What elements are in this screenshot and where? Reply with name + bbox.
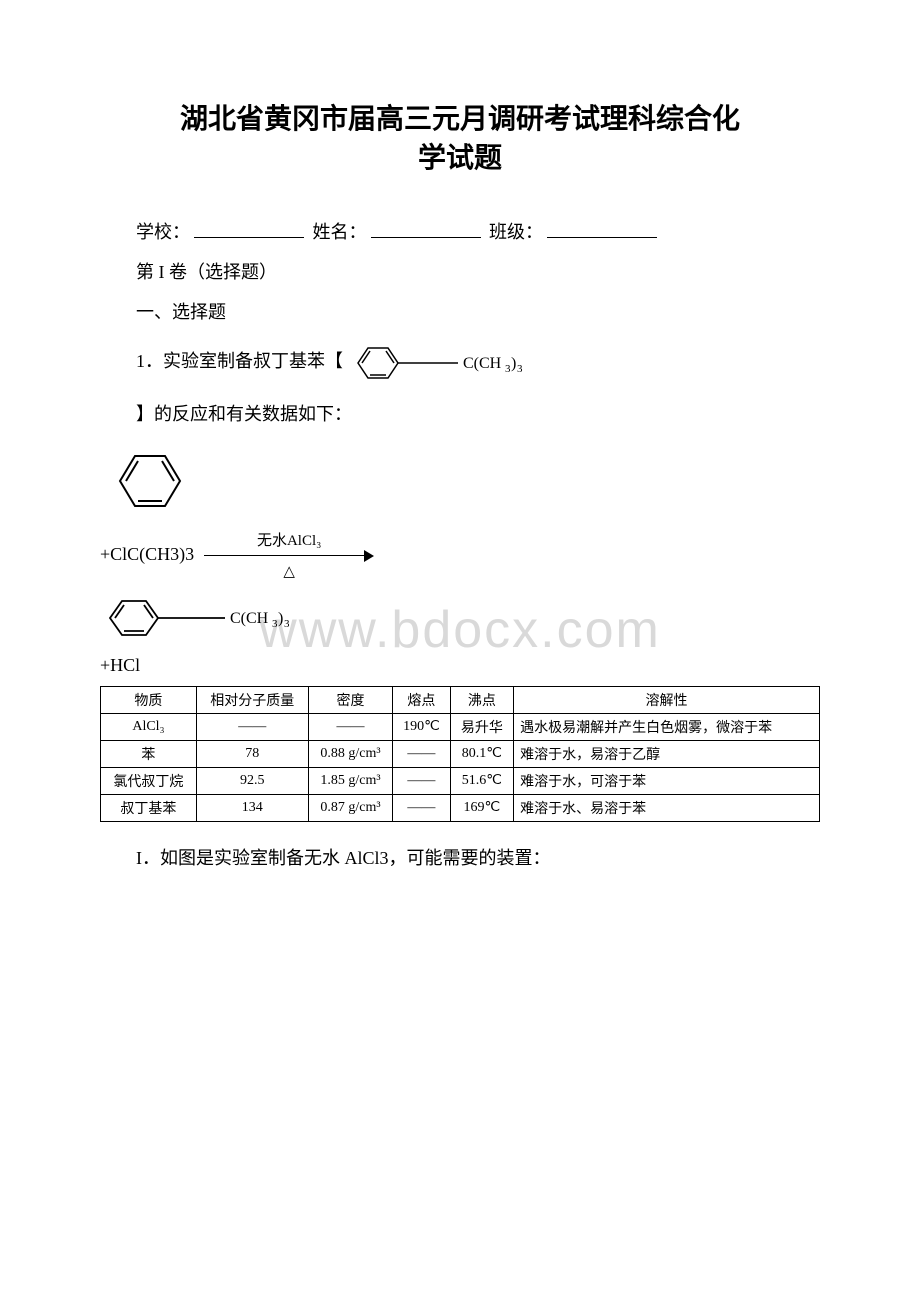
th-density: 密度 xyxy=(308,686,392,713)
cell: 易升华 xyxy=(450,713,513,740)
th-solubility: 溶解性 xyxy=(514,686,820,713)
svg-text:3: 3 xyxy=(284,618,290,630)
arrow-condition-bot: △ xyxy=(283,562,295,581)
cell: 1.85 g/cm³ xyxy=(308,767,392,794)
product-structure-icon: C(CH 3 ) 3 xyxy=(100,589,320,647)
class-label: 班级： xyxy=(489,222,543,242)
hcl-row: +HCl xyxy=(100,655,820,676)
cell: 苯 xyxy=(101,740,197,767)
cell: —— xyxy=(393,767,450,794)
cell: 氯代叔丁烷 xyxy=(101,767,197,794)
title-line-2: 学试题 xyxy=(100,139,820,178)
reagent-arrow-row: +ClC(CH3)3 无水AlCl₃ △ xyxy=(100,529,820,581)
page-content: 湖北省黄冈市届高三元月调研考试理科综合化 学试题 学校： 姓名： 班级： 第 I… xyxy=(100,100,820,874)
q1-text-a: 1．实验室制备叔丁基苯【 xyxy=(136,352,343,372)
table-row: AlCl₃ —— —— 190℃ 易升华 遇水极易潮解并产生白色烟雾，微溶于苯 xyxy=(101,713,820,740)
cell: 难溶于水，易溶于乙醇 xyxy=(514,740,820,767)
th-molweight: 相对分子质量 xyxy=(196,686,308,713)
cell: —— xyxy=(308,713,392,740)
svg-text:): ) xyxy=(278,610,283,627)
reaction-scheme: +ClC(CH3)3 无水AlCl₃ △ C(CH 3 ) 3 +HCl xyxy=(100,441,820,676)
cell: 80.1℃ xyxy=(450,740,513,767)
cell: 叔丁基苯 xyxy=(101,794,197,821)
th-substance: 物质 xyxy=(101,686,197,713)
cell: 难溶于水，可溶于苯 xyxy=(514,767,820,794)
section-label: 一、选择题 xyxy=(100,298,820,324)
arrow-line-icon xyxy=(204,550,374,564)
properties-table: 物质 相对分子质量 密度 熔点 沸点 溶解性 AlCl₃ —— —— 190℃ … xyxy=(100,686,820,822)
reagent-text: +ClC(CH3)3 xyxy=(100,544,194,565)
cell: 遇水极易潮解并产生白色烟雾，微溶于苯 xyxy=(514,713,820,740)
th-mp: 熔点 xyxy=(393,686,450,713)
school-label: 学校： xyxy=(136,222,190,242)
table-header-row: 物质 相对分子质量 密度 熔点 沸点 溶解性 xyxy=(101,686,820,713)
cell: 0.88 g/cm³ xyxy=(308,740,392,767)
name-blank xyxy=(371,220,481,238)
svg-text:C(CH: C(CH xyxy=(230,610,269,627)
cell: 92.5 xyxy=(196,767,308,794)
name-label: 姓名： xyxy=(313,222,367,242)
class-blank xyxy=(547,220,657,238)
table-row: 叔丁基苯 134 0.87 g/cm³ —— 169℃ 难溶于水、易溶于苯 xyxy=(101,794,820,821)
tert-butylbenzene-structure-icon: C(CH 3 ) 3 xyxy=(348,338,548,388)
cell: —— xyxy=(393,794,450,821)
benzene-row xyxy=(100,441,820,521)
table-row: 苯 78 0.88 g/cm³ —— 80.1℃ 难溶于水，易溶于乙醇 xyxy=(101,740,820,767)
part-label: 第 I 卷（选择题） xyxy=(100,258,820,284)
cell: AlCl₃ xyxy=(101,713,197,740)
hcl-text: +HCl xyxy=(100,655,140,676)
cell: —— xyxy=(393,740,450,767)
cell: 51.6℃ xyxy=(450,767,513,794)
reaction-arrow: 无水AlCl₃ △ xyxy=(204,529,374,581)
svg-text:): ) xyxy=(511,355,516,372)
cell: 78 xyxy=(196,740,308,767)
svg-text:3: 3 xyxy=(517,363,523,375)
question-1-line2: 】的反应和有关数据如下： xyxy=(100,398,820,430)
cell: 难溶于水、易溶于苯 xyxy=(514,794,820,821)
cell: 169℃ xyxy=(450,794,513,821)
cell: —— xyxy=(196,713,308,740)
benzene-icon xyxy=(100,441,190,521)
th-bp: 沸点 xyxy=(450,686,513,713)
product-row: C(CH 3 ) 3 xyxy=(100,589,820,647)
question-1-line1: 1．实验室制备叔丁基苯【 C(CH 3 ) 3 xyxy=(100,338,820,388)
form-fields: 学校： 姓名： 班级： xyxy=(100,218,820,244)
arrow-condition-top: 无水AlCl₃ xyxy=(257,529,321,550)
doc-title: 湖北省黄冈市届高三元月调研考试理科综合化 学试题 xyxy=(100,100,820,178)
cell: 190℃ xyxy=(393,713,450,740)
cell: 0.87 g/cm³ xyxy=(308,794,392,821)
title-line-1: 湖北省黄冈市届高三元月调研考试理科综合化 xyxy=(100,100,820,139)
cell: 134 xyxy=(196,794,308,821)
school-blank xyxy=(194,220,304,238)
question-I: I．如图是实验室制备无水 AlCl3，可能需要的装置： xyxy=(100,842,820,874)
table-row: 氯代叔丁烷 92.5 1.85 g/cm³ —— 51.6℃ 难溶于水，可溶于苯 xyxy=(101,767,820,794)
tert-butyl-label: C(CH xyxy=(463,355,502,372)
